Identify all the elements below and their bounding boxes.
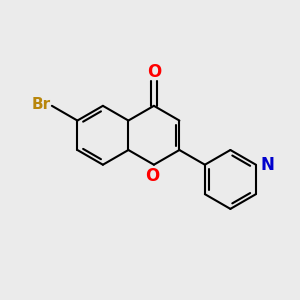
Text: O: O	[145, 167, 160, 185]
Text: O: O	[147, 63, 161, 81]
Text: Br: Br	[31, 97, 50, 112]
Text: N: N	[260, 156, 274, 174]
